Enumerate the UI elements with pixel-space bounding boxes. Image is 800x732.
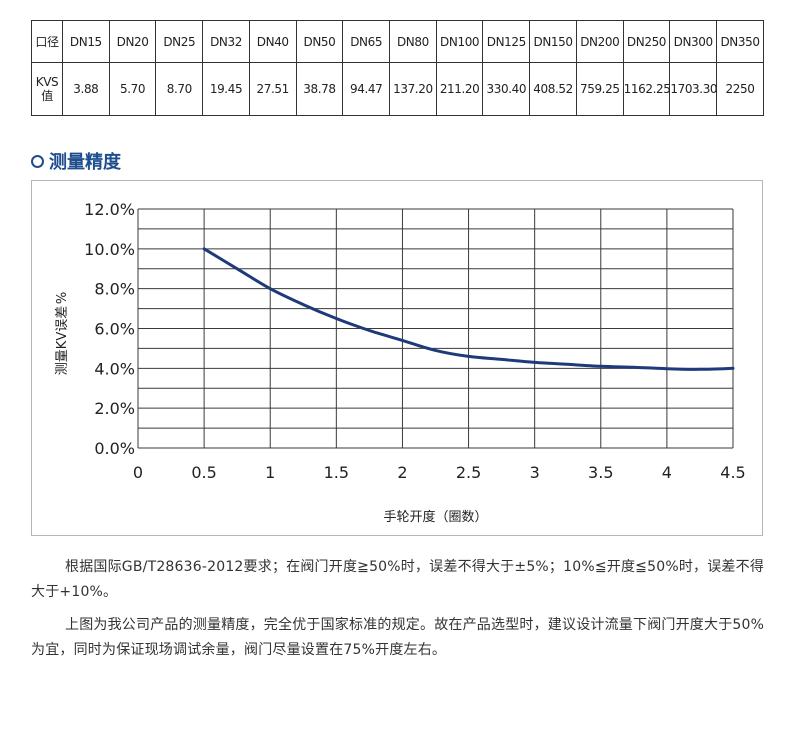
kvs-value-cell: 137.20	[389, 62, 437, 116]
size-cell: DN40	[248, 20, 297, 63]
y-tick-label: 0.0%	[94, 439, 135, 458]
kvs-value-cell: 8.70	[155, 62, 204, 116]
accuracy-chart: 0 0.5 1 1.5 2 2.5 3 3.5 4 4.5 0.0% 2.0% 4.0% 6.0% 8.0%…	[31, 180, 763, 536]
size-cell: DN20	[108, 20, 157, 63]
size-cell: DN80	[389, 20, 437, 63]
size-cell: DN125	[482, 20, 531, 63]
kvs-value-cell: 211.20	[435, 62, 484, 116]
size-cell: DN150	[529, 20, 577, 63]
x-tick-label: 4.5	[720, 463, 745, 482]
x-axis-label: 手轮开度（圈数）	[383, 509, 487, 525]
kvs-value-cell: 759.25	[575, 62, 624, 116]
x-tick-label: 3.5	[588, 463, 613, 482]
x-tick-label: 4	[662, 463, 672, 482]
size-cell: DN15	[62, 20, 110, 63]
kvs-value-cell: 2250	[716, 62, 764, 116]
size-cell: DN300	[669, 20, 718, 63]
y-tick-label: 4.0%	[94, 359, 135, 378]
x-tick-label: 0	[133, 463, 143, 482]
size-cell: DN32	[202, 20, 250, 63]
y-tick-label: 8.0%	[94, 280, 135, 299]
x-tick-label: 2	[397, 463, 407, 482]
kvs-header-line2: 值	[41, 89, 53, 103]
size-cell: DN350	[716, 20, 764, 63]
standard-paragraph: 根据国际GB/T28636-2012要求；在阀门开度≧50%时，误差不得大于±5…	[31, 559, 765, 600]
kvs-value-cell: 1162.25	[622, 62, 671, 116]
size-cell: DN25	[155, 20, 204, 63]
section-heading: 测量精度	[31, 148, 121, 174]
y-tick-label: 6.0%	[94, 320, 135, 339]
y-axis-label: 测量KV误差	[55, 306, 70, 375]
y-tick-label: 10.0%	[84, 240, 135, 259]
kvs-value-cell: 19.45	[202, 62, 250, 116]
kvs-value-row: KVS 值 3.88 5.70 8.70 19.45 27.51 38.78 94.47 13…	[31, 62, 764, 116]
y-axis-unit: %	[55, 292, 70, 304]
y-tick-label: 2.0%	[94, 399, 135, 418]
section-title: 测量精度	[49, 152, 121, 173]
kvs-value-cell: 330.40	[482, 62, 531, 116]
x-tick-label: 1	[265, 463, 275, 482]
kvs-value-cell: 38.78	[295, 62, 344, 116]
kvs-table: 口径 DN15 DN20 DN25 DN32 DN40 DN50 DN65 DN80 DN100…	[31, 20, 764, 116]
x-tick-label: 1.5	[324, 463, 349, 482]
kvs-value-cell: 3.88	[62, 62, 110, 116]
tick-layer: 0 0.5 1 1.5 2 2.5 3 3.5 4 4.5 0.0% 2.0% 4.0% 6.0% 8.0%…	[84, 200, 746, 482]
y-tick-label: 12.0%	[84, 200, 135, 219]
circle-bullet-icon	[31, 154, 44, 168]
size-cell: DN65	[342, 20, 391, 63]
kvs-value-cell: 408.52	[529, 62, 577, 116]
size-row: 口径 DN15 DN20 DN25 DN32 DN40 DN50 DN65 DN80 DN100…	[31, 20, 764, 63]
kvs-value-cell: 94.47	[342, 62, 391, 116]
x-tick-label: 3	[530, 463, 540, 482]
recommendation-paragraph: 上图为我公司产品的测量精度，完全优于国家标准的规定。故在产品选型时，建议设计流量…	[31, 617, 765, 658]
kvs-value-cell: 5.70	[108, 62, 157, 116]
kvs-value-cell: 1703.30	[669, 62, 718, 116]
size-header-cell: 口径	[31, 20, 63, 63]
chart-svg: 0 0.5 1 1.5 2 2.5 3 3.5 4 4.5 0.0% 2.0% 4.0% 6.0% 8.0%…	[55, 200, 746, 525]
size-cell: DN100	[435, 20, 484, 63]
kvs-header-line1: KVS	[35, 75, 59, 89]
accuracy-curve	[202, 247, 735, 371]
x-tick-label: 0.5	[191, 463, 216, 482]
size-cell: DN250	[622, 20, 671, 63]
kvs-header-cell: KVS 值	[31, 62, 63, 116]
grid-layer	[137, 208, 734, 449]
x-tick-label: 2.5	[456, 463, 481, 482]
size-cell: DN50	[295, 20, 344, 63]
kvs-value-cell: 27.51	[248, 62, 297, 116]
size-cell: DN200	[575, 20, 624, 63]
